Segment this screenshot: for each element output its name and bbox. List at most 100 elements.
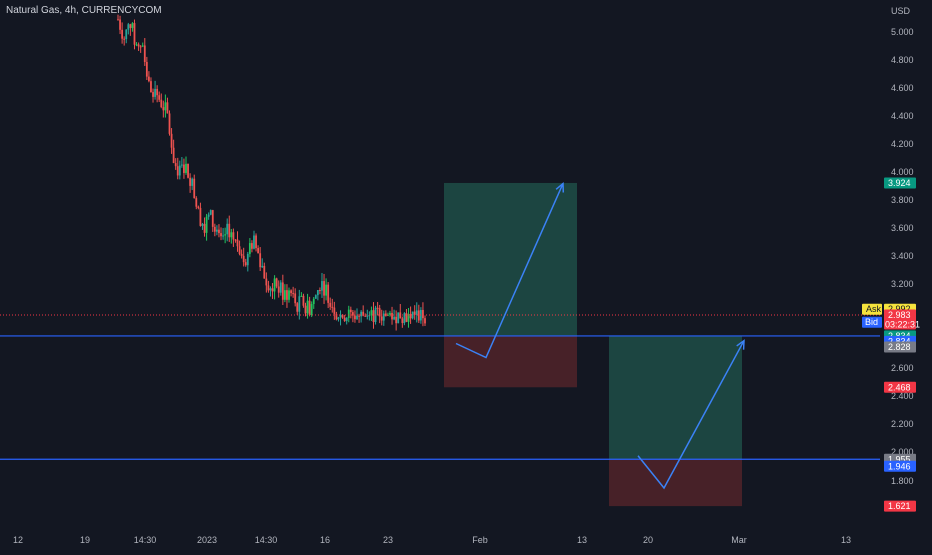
candle-body	[376, 307, 379, 309]
candle-body	[325, 284, 328, 296]
candle-body	[207, 214, 210, 217]
candle-body	[281, 282, 284, 300]
candle-body	[360, 311, 363, 317]
candle-body	[189, 177, 192, 186]
candle-body	[257, 248, 260, 254]
y-tick-label: 3.200	[891, 279, 914, 289]
candle-body	[199, 207, 202, 226]
candle-body	[183, 164, 185, 173]
candle-body	[211, 210, 214, 227]
candle-body	[203, 223, 206, 233]
candle-body	[240, 253, 243, 256]
candle-body	[351, 312, 354, 316]
candle-body	[384, 313, 387, 316]
candle-body	[238, 246, 241, 254]
x-tick-label: Mar	[731, 535, 747, 545]
candle-body	[222, 235, 224, 237]
candle-body	[319, 290, 321, 292]
candle-body	[323, 281, 325, 296]
bid-label-box	[862, 316, 882, 328]
y-tick-label: 4.800	[891, 55, 914, 65]
x-tick-label: Feb	[472, 535, 488, 545]
candle-body	[343, 317, 346, 321]
x-tick-label: 14:30	[134, 535, 157, 545]
candle-body	[205, 216, 208, 233]
position-1-stop-zone[interactable]	[444, 335, 577, 388]
candle-body	[380, 316, 383, 321]
price-tag	[884, 309, 916, 330]
candle-body	[411, 311, 414, 319]
candle-body	[298, 296, 301, 312]
candle-body	[242, 255, 245, 263]
candle-body	[409, 313, 412, 319]
candle-body	[368, 315, 371, 317]
candle-body	[135, 44, 138, 46]
candle-body	[399, 312, 402, 319]
x-tick-label: 23	[383, 535, 393, 545]
candle-body	[178, 165, 181, 176]
candle-body	[413, 311, 416, 315]
y-tick-label: 4.200	[891, 139, 914, 149]
candle-body	[248, 243, 251, 254]
candle-body	[347, 309, 350, 318]
candle-body	[341, 314, 344, 318]
x-tick-label: 14:30	[255, 535, 278, 545]
candle-body	[131, 23, 134, 28]
candle-body	[226, 223, 229, 235]
y-tick-label: 2.600	[891, 363, 914, 373]
y-tick-label: 4.000	[891, 167, 914, 177]
candle-body	[158, 95, 161, 100]
x-tick-label: 16	[320, 535, 330, 545]
position-1-target-zone[interactable]	[444, 182, 577, 336]
candle-body	[331, 306, 334, 308]
candle-body	[300, 295, 303, 297]
x-tick-label: 12	[13, 535, 23, 545]
candle-body	[271, 288, 274, 292]
candle-body	[125, 29, 128, 40]
candle-body	[176, 166, 179, 176]
candle-body	[191, 178, 194, 186]
candle-body	[265, 278, 268, 286]
candle-body	[290, 290, 292, 294]
price-tag-value: 3.924	[888, 178, 911, 188]
candle-body	[119, 19, 121, 30]
candle-body	[236, 239, 239, 247]
candle-body	[213, 226, 216, 232]
candle-body	[143, 45, 146, 62]
candle-body	[333, 307, 336, 314]
candle-body	[209, 210, 212, 215]
candle-body	[164, 102, 167, 111]
y-tick-label: 1.800	[891, 476, 914, 486]
candle-body	[401, 318, 404, 324]
price-tag-value: 2.834	[888, 336, 911, 346]
candle-body	[152, 92, 154, 97]
axis-unit: USD	[891, 6, 911, 16]
candle-body	[316, 290, 319, 296]
candle-body	[372, 310, 375, 323]
candle-body	[224, 234, 227, 236]
candle-body	[261, 265, 264, 268]
price-tag-value: 2.983	[888, 310, 911, 320]
candle-body	[263, 265, 266, 279]
y-tick-label: 4.400	[891, 111, 914, 121]
candle-body	[337, 317, 340, 320]
candle-body	[356, 315, 358, 320]
candle-body	[395, 316, 398, 324]
x-tick-label: 13	[841, 535, 851, 545]
candle-body	[232, 232, 235, 240]
projection-arrow-1[interactable]	[455, 183, 564, 359]
candle-body	[168, 113, 171, 134]
countdown-timer: 03:22:31	[885, 320, 920, 330]
candle-body	[174, 163, 177, 167]
projection-arrow-2[interactable]	[637, 340, 745, 490]
position-2-target-zone[interactable]	[609, 335, 742, 460]
x-tick-label: 2023	[197, 535, 217, 545]
price-tag-value: 1.946	[888, 461, 911, 471]
candle-body	[407, 313, 410, 322]
x-tick-label: 19	[80, 535, 90, 545]
candle-body	[310, 304, 313, 316]
candle-body	[349, 309, 352, 313]
candle-body	[137, 44, 140, 47]
